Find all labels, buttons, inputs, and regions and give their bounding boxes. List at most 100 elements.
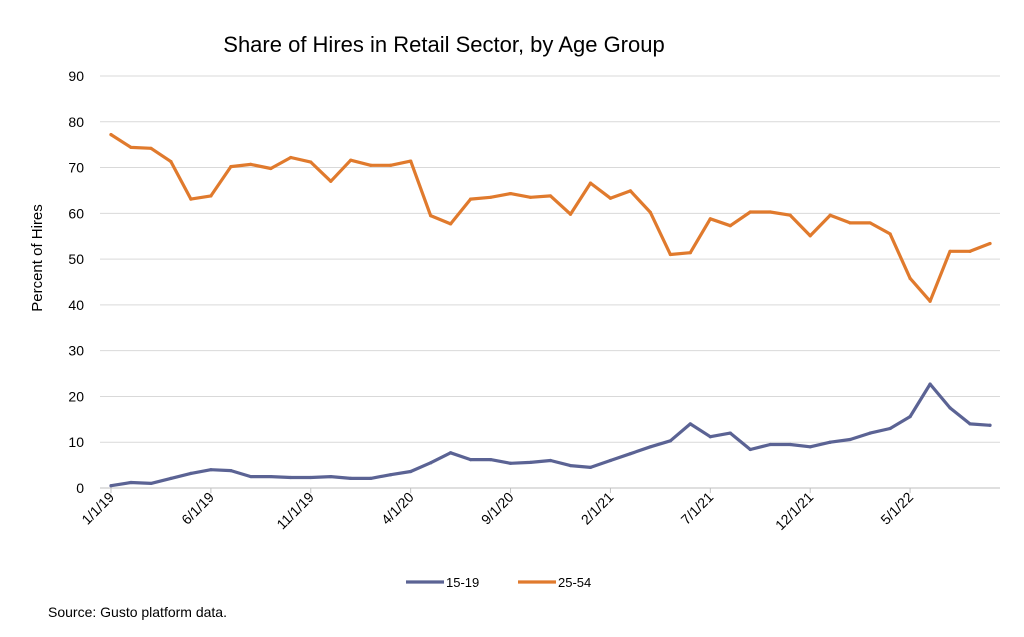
x-tick-label: 12/1/21	[772, 489, 816, 533]
data-point-15-19	[429, 461, 433, 465]
gridlines	[100, 75, 1000, 489]
data-point-25-54	[868, 221, 872, 225]
data-point-25-54	[468, 197, 473, 201]
data-point-15-19	[169, 476, 173, 480]
data-point-15-19	[468, 458, 473, 462]
y-axis-label: Percent of Hires	[29, 204, 46, 312]
data-point-15-19	[449, 451, 453, 455]
data-point-25-54	[948, 249, 952, 253]
data-point-25-54	[109, 132, 113, 137]
data-point-25-54	[528, 195, 533, 199]
data-point-15-19	[628, 452, 633, 456]
data-point-15-19	[568, 463, 573, 468]
y-tick-label: 60	[68, 205, 84, 221]
data-point-25-54	[688, 251, 692, 255]
data-point-15-19	[968, 422, 972, 426]
y-tick-label: 0	[76, 480, 84, 496]
data-point-15-19	[608, 458, 613, 463]
data-point-25-54	[249, 162, 253, 166]
data-point-15-19	[748, 447, 752, 452]
data-point-15-19	[668, 439, 672, 443]
y-tick-label: 80	[68, 114, 84, 130]
data-point-15-19	[149, 481, 153, 486]
data-point-15-19	[828, 440, 832, 444]
data-point-25-54	[508, 192, 513, 196]
legend: 15-19 25-54	[406, 575, 591, 590]
data-point-25-54	[548, 194, 553, 198]
y-tick-label: 70	[68, 160, 84, 176]
data-point-15-19	[508, 461, 513, 465]
data-point-15-19	[788, 442, 792, 447]
x-tick-label: 5/1/22	[877, 489, 916, 528]
data-point-15-19	[768, 442, 772, 447]
y-tick-label: 40	[68, 297, 84, 313]
data-point-15-19	[688, 422, 692, 426]
data-point-25-54	[229, 165, 233, 169]
source-note: Source: Gusto platform data.	[48, 604, 227, 620]
x-tick-label: 9/1/20	[478, 489, 517, 528]
x-tick-label: 11/1/19	[273, 489, 317, 533]
data-point-25-54	[788, 213, 792, 217]
y-tick-label: 10	[68, 434, 84, 450]
data-point-15-19	[888, 426, 892, 431]
data-point-25-54	[449, 222, 453, 226]
data-point-25-54	[648, 210, 652, 215]
data-point-15-19	[269, 474, 273, 479]
x-tick-label: 2/1/21	[578, 489, 617, 528]
data-point-25-54	[389, 163, 393, 167]
data-point-25-54	[748, 210, 752, 214]
data-point-15-19	[309, 475, 313, 480]
y-tick-label: 90	[68, 68, 84, 84]
data-point-15-19	[109, 484, 113, 488]
x-axis-ticks: 1/1/19 6/1/19 11/1/19 4/1/20 9/1/20 2/1/21 7/1…	[78, 488, 916, 533]
data-point-25-54	[728, 224, 732, 228]
series-line-15-19	[109, 382, 992, 488]
data-point-15-19	[289, 475, 293, 480]
data-point-15-19	[548, 458, 553, 463]
data-point-15-19	[848, 437, 852, 442]
x-tick-label: 1/1/19	[78, 489, 117, 528]
series-line-25-54	[109, 133, 992, 303]
data-point-15-19	[189, 471, 193, 475]
data-point-25-54	[908, 276, 912, 280]
data-point-15-19	[369, 476, 373, 480]
data-point-25-54	[169, 160, 173, 164]
data-point-15-19	[868, 431, 872, 435]
data-point-15-19	[209, 468, 213, 472]
data-point-25-54	[848, 221, 852, 225]
data-point-25-54	[668, 252, 672, 257]
data-point-25-54	[708, 217, 712, 221]
legend-label-15-19: 15-19	[446, 575, 479, 590]
data-point-25-54	[189, 197, 193, 201]
data-point-15-19	[488, 458, 493, 462]
data-point-25-54	[349, 158, 353, 162]
data-point-25-54	[928, 299, 932, 303]
data-point-25-54	[369, 163, 373, 167]
data-point-25-54	[968, 249, 972, 253]
data-point-25-54	[129, 145, 133, 150]
data-point-15-19	[808, 445, 812, 449]
data-point-25-54	[429, 214, 433, 218]
data-point-25-54	[488, 195, 493, 199]
data-point-25-54	[628, 189, 633, 193]
data-point-15-19	[129, 480, 133, 485]
data-point-15-19	[908, 414, 912, 419]
data-point-25-54	[808, 234, 812, 238]
data-point-25-54	[209, 194, 213, 198]
data-point-25-54	[608, 196, 613, 200]
y-tick-label: 50	[68, 251, 84, 267]
data-point-15-19	[249, 474, 253, 479]
series-lines	[109, 132, 992, 488]
chart-title: Share of Hires in Retail Sector, by Age …	[223, 32, 664, 57]
y-axis-ticks: 0 10 20 30 40 50 60 70 80 90	[68, 68, 84, 496]
data-point-15-19	[528, 460, 533, 464]
data-point-15-19	[349, 476, 353, 480]
data-point-15-19	[708, 435, 712, 439]
x-tick-label: 6/1/19	[178, 489, 217, 528]
data-point-25-54	[568, 212, 573, 216]
data-point-15-19	[389, 473, 393, 477]
data-point-25-54	[309, 160, 313, 164]
legend-label-25-54: 25-54	[558, 575, 591, 590]
data-point-25-54	[149, 146, 153, 150]
